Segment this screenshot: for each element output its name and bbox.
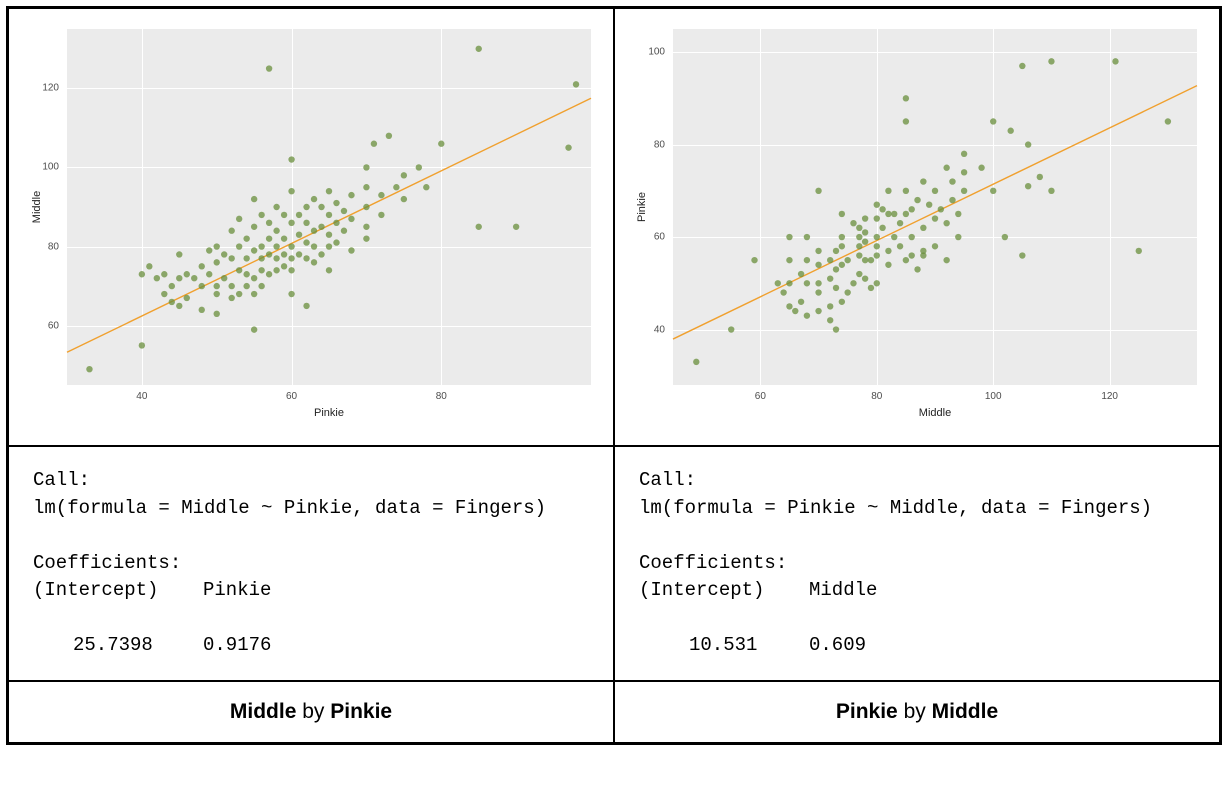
formula-line: lm(formula = Middle ~ Pinkie, data = Fin…	[33, 497, 546, 519]
call-label: Call:	[639, 469, 696, 491]
lm-output-left: Call: lm(formula = Middle ~ Pinkie, data…	[8, 446, 614, 681]
plot-frame-right: 6080100120406080100MiddlePinkie	[625, 19, 1209, 435]
coef-label: Coefficients:	[33, 552, 181, 574]
caption-predictor: Pinkie	[330, 700, 392, 723]
formula-line: lm(formula = Pinkie ~ Middle, data = Fin…	[639, 497, 1152, 519]
plot-frame-left: 4060806080100120PinkieMiddle	[19, 19, 603, 435]
intercept-name: (Intercept)	[33, 577, 203, 605]
caption-right: Pinkie by Middle	[614, 681, 1220, 743]
intercept-value: 10.531	[639, 632, 809, 660]
lm-output-right: Call: lm(formula = Pinkie ~ Middle, data…	[614, 446, 1220, 681]
call-label: Call:	[33, 469, 90, 491]
chart-pinkie-by-middle: 6080100120406080100MiddlePinkie	[614, 8, 1220, 446]
slope-value: 0.609	[809, 632, 866, 660]
caption-outcome: Pinkie	[836, 700, 898, 723]
caption-by: by	[904, 700, 926, 723]
slope-name: Pinkie	[203, 577, 271, 605]
intercept-name: (Intercept)	[639, 577, 809, 605]
caption-by: by	[302, 700, 324, 723]
caption-left: Middle by Pinkie	[8, 681, 614, 743]
chart-middle-by-pinkie: 4060806080100120PinkieMiddle	[8, 8, 614, 446]
slope-name: Middle	[809, 577, 877, 605]
coef-label: Coefficients:	[639, 552, 787, 574]
slope-value: 0.9176	[203, 632, 271, 660]
caption-outcome: Middle	[230, 700, 297, 723]
intercept-value: 25.7398	[33, 632, 203, 660]
comparison-grid: 4060806080100120PinkieMiddle 60801001204…	[6, 6, 1222, 745]
caption-predictor: Middle	[932, 700, 999, 723]
